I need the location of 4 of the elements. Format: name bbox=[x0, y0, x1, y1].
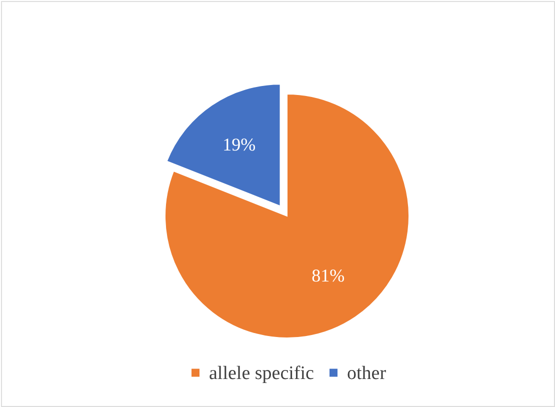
legend-label: other bbox=[347, 362, 387, 384]
data-label: 81% bbox=[312, 266, 345, 286]
data-label: 19% bbox=[222, 134, 256, 155]
legend-label: allele specific bbox=[209, 362, 314, 384]
